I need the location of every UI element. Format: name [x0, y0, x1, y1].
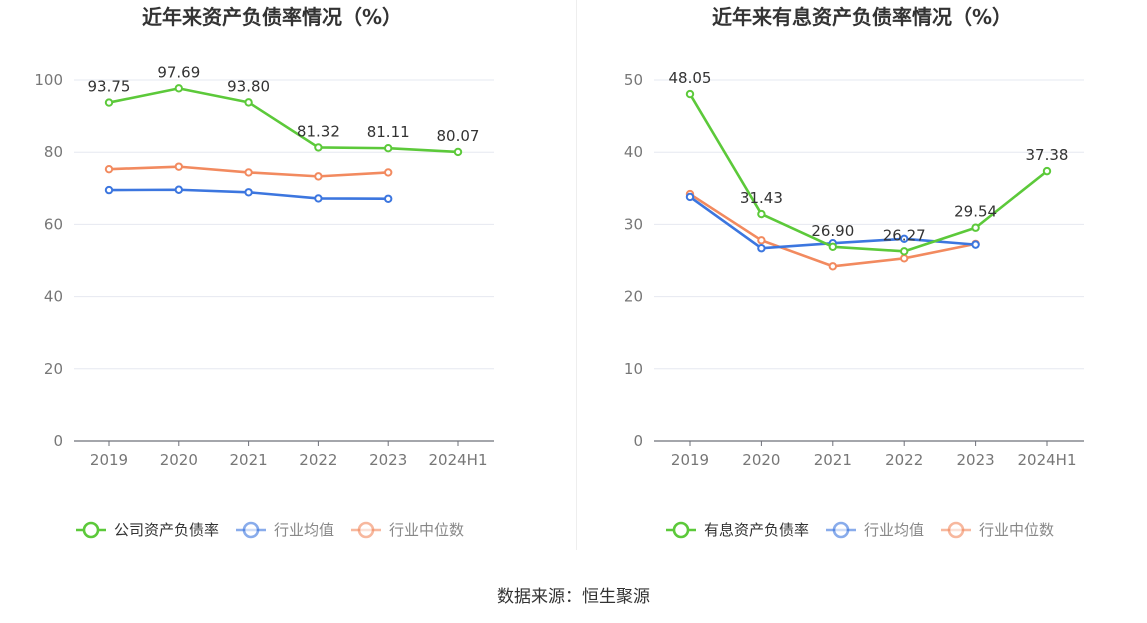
panel-divider — [576, 0, 577, 550]
data-label: 48.05 — [669, 69, 712, 87]
data-point — [685, 192, 695, 202]
chart-panel-1: 近年来资产负债率情况（%） 0 20 40 60 80 100 2019 2020 2021 202… — [34, 5, 494, 539]
y-tick-label: 40 — [44, 288, 63, 306]
data-point — [453, 147, 463, 157]
x-tick-label: 2023 — [957, 451, 995, 469]
legend-label: 有息资产负债率 — [704, 521, 809, 539]
x-tick-label: 2019 — [671, 451, 709, 469]
legend-label: 行业均值 — [864, 521, 924, 539]
data-label: 29.54 — [954, 203, 997, 221]
legend-item-1: 公司资产负债率 — [76, 521, 219, 539]
data-point — [384, 168, 393, 177]
series-line-1 — [108, 87, 459, 154]
data-label: 37.38 — [1026, 146, 1069, 164]
x-tick-label: 2022 — [885, 451, 923, 469]
data-label: 93.80 — [227, 77, 270, 95]
legend-label: 行业中位数 — [389, 521, 464, 539]
legend-marker — [947, 521, 965, 539]
data-point — [174, 162, 184, 171]
x-tick-label: 2019 — [90, 451, 128, 469]
legend-marker — [672, 521, 690, 539]
data-label: 93.75 — [88, 78, 131, 96]
data-point — [104, 185, 114, 195]
data-label: 80.07 — [437, 127, 480, 145]
data-point — [685, 89, 695, 99]
legend-label: 行业中位数 — [979, 521, 1054, 539]
data-point — [174, 185, 184, 194]
data-point — [1042, 166, 1052, 176]
x-tick-label: 2021 — [814, 451, 852, 469]
y-tick-label: 80 — [44, 143, 63, 161]
data-point — [757, 209, 766, 219]
data-label: 26.90 — [811, 222, 854, 240]
legend-item-2: 行业均值 — [826, 521, 924, 539]
legend-item-1: 有息资产负债率 — [666, 521, 809, 539]
data-label: 81.11 — [367, 123, 410, 141]
data-point — [900, 254, 909, 263]
x-tick-label: 2020 — [160, 451, 198, 469]
data-label: 31.43 — [740, 189, 783, 207]
data-label: 26.27 — [883, 226, 926, 244]
legend-item-3: 行业中位数 — [941, 521, 1054, 539]
data-point — [757, 236, 766, 245]
chart-title: 近年来有息资产负债率情况（%） — [712, 5, 1012, 29]
data-point — [244, 168, 253, 177]
data-point — [828, 242, 837, 251]
data-point — [244, 98, 253, 107]
data-point — [971, 240, 980, 249]
data-point — [314, 172, 323, 181]
legend-item-3: 行业中位数 — [351, 521, 464, 539]
legend-marker — [357, 521, 375, 539]
y-tick-label: 100 — [34, 71, 63, 89]
y-tick-label: 0 — [53, 432, 63, 450]
legend-marker — [832, 521, 850, 539]
x-tick-label: 2024H1 — [429, 451, 488, 469]
data-point — [314, 143, 323, 152]
y-tick-label: 30 — [624, 215, 643, 233]
data-point — [757, 244, 766, 253]
data-point — [384, 194, 393, 203]
y-tick-label: 10 — [624, 360, 643, 378]
legend-label: 公司资产负债率 — [114, 521, 219, 539]
data-point — [900, 234, 909, 244]
y-tick-label: 40 — [624, 143, 643, 161]
data-label: 81.32 — [297, 122, 340, 140]
x-tick-label: 2021 — [230, 451, 268, 469]
legend-marker — [242, 521, 260, 539]
y-tick-label: 20 — [624, 288, 643, 306]
y-tick-label: 0 — [633, 432, 643, 450]
x-tick-label: 2024H1 — [1018, 451, 1077, 469]
data-point — [244, 188, 253, 197]
data-point — [104, 164, 114, 174]
y-tick-label: 60 — [44, 215, 63, 233]
chart-title: 近年来资产负债率情况（%） — [142, 5, 402, 29]
legend-marker — [82, 521, 100, 539]
data-point — [828, 262, 837, 271]
y-tick-label: 50 — [624, 71, 643, 89]
data-point — [384, 143, 393, 153]
data-point — [900, 247, 909, 256]
data-point — [971, 223, 980, 232]
series-line-1 — [688, 93, 1048, 253]
data-label: 97.69 — [157, 63, 200, 81]
legend-label: 行业均值 — [274, 521, 334, 539]
data-source-text: 数据来源：恒生聚源 — [497, 587, 650, 607]
y-tick-label: 20 — [44, 360, 63, 378]
chart-panel-2: 近年来有息资产负债率情况（%） 0 10 20 30 40 50 2019 2020 2021 20… — [624, 5, 1084, 539]
data-point — [174, 84, 184, 93]
data-point — [104, 98, 114, 107]
legend-item-2: 行业均值 — [236, 521, 334, 539]
x-tick-label: 2022 — [299, 451, 337, 469]
x-tick-label: 2020 — [742, 451, 780, 469]
data-point — [314, 194, 323, 203]
x-tick-label: 2023 — [369, 451, 407, 469]
